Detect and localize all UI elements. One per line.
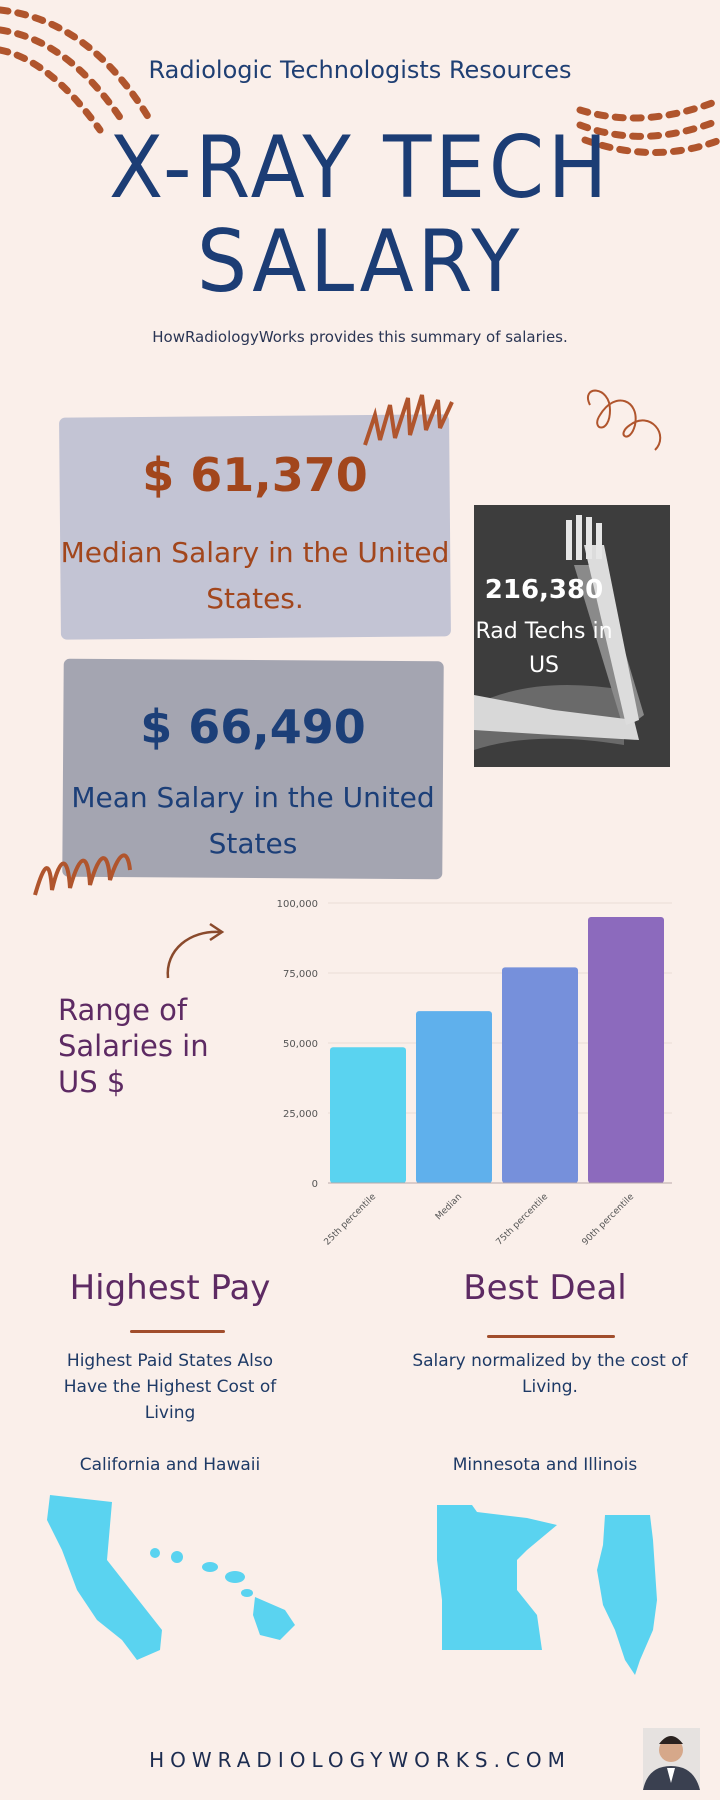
author-photo (643, 1728, 700, 1790)
best-deal-title: Best Deal (463, 1268, 627, 1308)
xray-arm-image (474, 505, 670, 767)
rad-techs-label: Rad Techs in US (475, 619, 613, 678)
california-map-icon (47, 1495, 162, 1660)
y-tick-label: 50,000 (283, 1039, 318, 1050)
x-tick-label: 90th percentile (581, 1192, 637, 1248)
range-label: Range of Salaries in US $ (58, 993, 209, 1099)
minnesota-map-icon (437, 1505, 557, 1650)
salary-range-chart: 0 25,000 50,000 75,000 100,000 25th percentil… (277, 899, 672, 1248)
divider (487, 1335, 615, 1338)
y-tick-label: 0 (312, 1179, 318, 1190)
highest-pay-states: California and Hawaii (79, 1455, 261, 1475)
decorative-dashes-right (576, 96, 720, 156)
highest-pay-description: Highest Paid States Also Have the Highes… (63, 1351, 277, 1423)
x-tick-label: Median (434, 1192, 464, 1222)
rad-techs-count: 216,380 (484, 575, 604, 605)
scribble-decoration (33, 853, 132, 896)
tagline: HowRadiologyWorks provides this summary … (152, 328, 568, 346)
footer-site-link[interactable]: HOWRADIOLOGYWORKS.COM (149, 1748, 571, 1772)
decorative-dashes-left (0, 6, 154, 134)
bar-75th-percentile (502, 967, 578, 1183)
best-deal-states: Minnesota and Illinois (452, 1455, 638, 1475)
page-title-line2: SALARY (196, 212, 524, 312)
y-tick-label: 25,000 (283, 1109, 318, 1120)
hawaii-map-icon (150, 1548, 295, 1640)
highest-pay-title: Highest Pay (69, 1268, 271, 1308)
scribble-decoration (363, 394, 454, 446)
bar-90th-percentile (588, 917, 664, 1183)
bar-median (416, 1011, 492, 1183)
swirl-decoration (587, 389, 662, 451)
kicker-text: Radiologic Technologists Resources (148, 56, 572, 84)
x-tick-label: 75th percentile (495, 1192, 551, 1248)
illinois-map-icon (597, 1515, 657, 1675)
divider (130, 1330, 225, 1333)
page-title-line1: X-RAY TECH (109, 118, 611, 218)
bar-25th-percentile (330, 1047, 406, 1183)
mean-salary-value: $ 66,490 (140, 700, 366, 754)
mean-salary-label: Mean Salary in the United States (71, 781, 435, 860)
arm-bone-icon (474, 515, 644, 750)
x-tick-label: 25th percentile (323, 1192, 379, 1248)
best-deal-description: Salary normalized by the cost of Living. (412, 1351, 688, 1397)
y-tick-label: 100,000 (277, 899, 318, 910)
median-salary-label: Median Salary in the United States. (60, 536, 450, 615)
median-salary-value: $ 61,370 (142, 448, 368, 502)
y-tick-label: 75,000 (283, 969, 318, 980)
arrow-icon (166, 922, 225, 979)
